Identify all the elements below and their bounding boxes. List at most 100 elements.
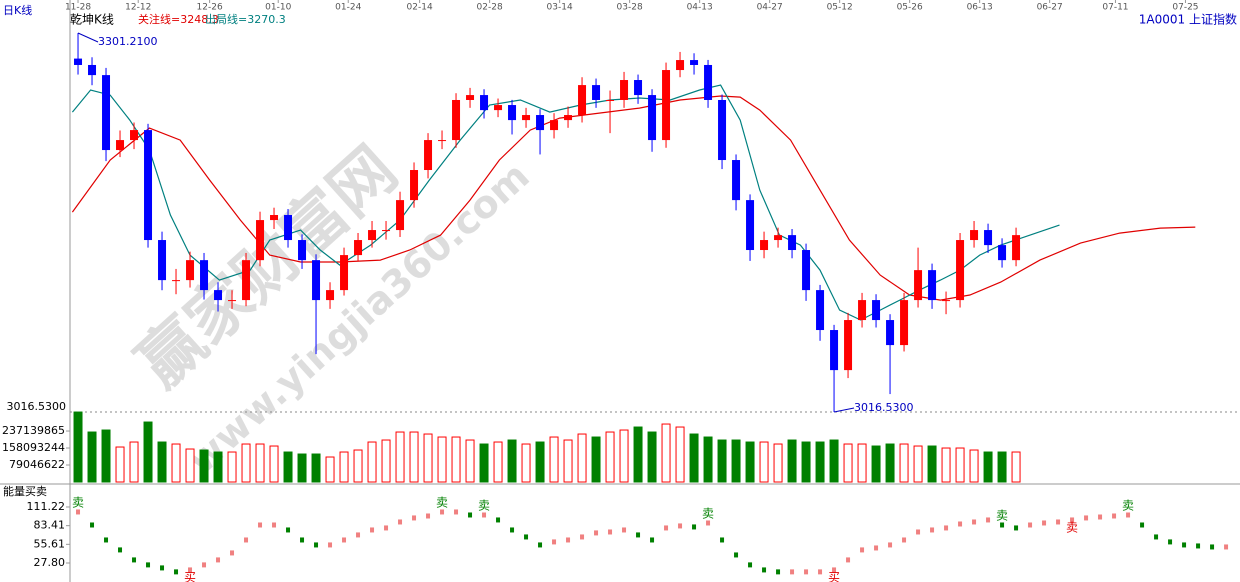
energy-mark (426, 513, 431, 519)
energy-mark (720, 537, 725, 543)
energy-mark (818, 569, 823, 575)
energy-mark (1028, 522, 1033, 528)
x-tick-label: 04-27 (757, 3, 783, 13)
candle-body (256, 220, 265, 261)
legend-label: 出局线=3270.3 (205, 12, 286, 26)
energy-mark (594, 530, 599, 536)
energy-mark (160, 565, 165, 571)
energy-mark (258, 522, 263, 528)
candle-body (578, 85, 587, 116)
energy-mark (440, 509, 445, 515)
energy-mark (342, 537, 347, 543)
candle-body (466, 95, 475, 100)
legend-label: 关注线=3248.3 (138, 12, 219, 26)
volume-bar (409, 431, 419, 483)
volume-bar (899, 443, 909, 483)
candle-body (186, 260, 195, 281)
volume-bar (969, 449, 979, 483)
candle-body (172, 280, 181, 282)
candle-body (242, 260, 251, 301)
volume-bar (843, 443, 853, 483)
energy-mark (146, 562, 151, 568)
candle-body (312, 260, 321, 301)
candle-body (648, 95, 657, 141)
energy-mark (1140, 522, 1145, 528)
x-tick-label: 04-13 (687, 3, 713, 13)
candle-body (228, 300, 237, 302)
candle-body (480, 95, 489, 111)
candle-body (396, 200, 405, 231)
candle-body (270, 215, 279, 221)
volume-bar (787, 439, 797, 483)
candle-body (802, 250, 811, 291)
volume-bar (913, 445, 923, 483)
volume-bar (815, 441, 825, 483)
x-tick-label: 11-28 (65, 3, 91, 13)
candle-body (508, 105, 517, 121)
volume-bar (269, 445, 279, 483)
volume-bar (661, 423, 671, 483)
volume-bar (171, 443, 181, 483)
volume-bar (311, 453, 321, 483)
volume-bar (199, 449, 209, 483)
candle-body (634, 80, 643, 96)
panel-title: 能量买卖 (3, 484, 47, 498)
candle-body (774, 235, 783, 241)
energy-mark (958, 521, 963, 527)
signal-label: 卖 (1122, 498, 1134, 512)
signal-label: 卖 (478, 498, 490, 512)
volume-bar (465, 439, 475, 483)
y-tick-label: 55.61 (34, 537, 66, 550)
volume-bar (633, 426, 643, 483)
extreme-leader (833, 407, 855, 413)
volume-bar (1011, 451, 1021, 483)
volume-bar (857, 443, 867, 483)
y-tick-label: 3016.5300 (7, 400, 67, 413)
y-tick-label: 27.80 (34, 556, 66, 569)
volume-bar (437, 436, 447, 483)
symbol: 1A0001 上证指数 (1139, 12, 1237, 27)
x-tick-label: 07-25 (1172, 3, 1198, 13)
energy-mark (888, 542, 893, 548)
y-tick-label: 79046622 (9, 458, 65, 471)
candle-body (676, 60, 685, 71)
energy-mark (916, 529, 921, 535)
energy-mark (874, 545, 879, 551)
volume-bar (143, 421, 153, 483)
volume-bar (605, 431, 615, 483)
candle-body (550, 120, 559, 131)
volume-bar (703, 436, 713, 483)
signal-label: 卖 (436, 495, 448, 509)
energy-mark (454, 509, 459, 515)
energy-mark (1168, 539, 1173, 545)
candle-body (494, 105, 503, 111)
volume-bar (759, 441, 769, 483)
volume-bar (115, 446, 125, 483)
volume-bar (829, 439, 839, 483)
x-tick-label: 02-28 (477, 3, 503, 13)
candle-body (872, 300, 881, 321)
energy-mark (692, 524, 697, 530)
energy-mark (580, 534, 585, 540)
energy-mark (846, 557, 851, 563)
x-tick-label: 07-11 (1102, 3, 1128, 13)
energy-mark (622, 527, 627, 533)
candle-body (522, 115, 531, 121)
signal-label: 卖 (996, 508, 1008, 522)
candle-body (984, 230, 993, 246)
candle-body (592, 85, 601, 100)
volume-bar (647, 431, 657, 483)
volume-bar (367, 441, 377, 483)
energy-mark (1126, 512, 1131, 518)
energy-mark (90, 522, 95, 528)
indicator-name: 乾坤K线 (70, 12, 114, 27)
energy-mark (496, 517, 501, 523)
volume-bar (241, 443, 251, 483)
energy-mark (902, 537, 907, 543)
volume-bar (731, 439, 741, 483)
energy-mark (944, 525, 949, 531)
energy-mark (1042, 520, 1047, 526)
candle-body (452, 99, 461, 141)
energy-mark (314, 542, 319, 548)
candle-body (410, 170, 419, 201)
